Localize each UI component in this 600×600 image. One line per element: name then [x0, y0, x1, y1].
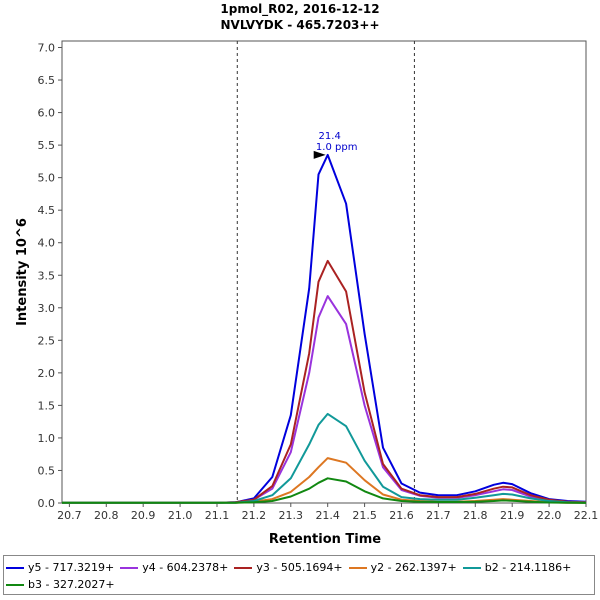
- y-tick-label: 1.0: [38, 432, 56, 445]
- chromatogram-chart: 1pmol_R02, 2016-12-12 NVLVYDK - 465.7203…: [15, 2, 598, 547]
- x-tick-label: 21.9: [500, 509, 525, 522]
- y-tick-label: 4.0: [38, 237, 56, 250]
- chart-title: 1pmol_R02, 2016-12-12: [220, 2, 379, 17]
- legend-item: y5 - 717.3219+: [6, 559, 114, 576]
- y-tick-label: 7.0: [38, 42, 56, 55]
- legend-swatch: [120, 566, 139, 569]
- x-tick-label: 21.8: [463, 509, 488, 522]
- legend-label: y5 - 717.3219+: [28, 561, 115, 574]
- peak-rt-label: 21.4: [319, 131, 341, 142]
- y-tick-label: 0.5: [38, 464, 56, 477]
- peak-ppm-label: 1.0 ppm: [316, 142, 358, 153]
- chart-subtitle: NVLVYDK - 465.7203++: [220, 18, 379, 32]
- y-tick-label: 3.5: [38, 269, 56, 282]
- legend-label: y4 - 604.2378+: [142, 561, 229, 574]
- legend-item: y3 - 505.1694+: [234, 559, 343, 576]
- integration-boundaries: [236, 41, 415, 503]
- series-line: [62, 295, 587, 504]
- series-lines: [62, 153, 587, 504]
- x-tick-label: 21.1: [205, 509, 230, 522]
- series-line: [62, 153, 587, 504]
- legend-label: b2 - 214.1186+: [484, 561, 572, 574]
- x-tick-label: 21.4: [315, 509, 340, 522]
- x-axis: 20.7 20.8 20.9 21.0 21.1 21.2 21.3 21.4 21.5 21.6…: [57, 503, 598, 522]
- x-tick-label: 21.7: [426, 509, 451, 522]
- legend-label: y2 - 262.1397+: [370, 561, 457, 574]
- x-tick-label: 22.1: [574, 509, 599, 522]
- series-line: [62, 412, 587, 504]
- y-tick-label: 5.0: [38, 172, 56, 185]
- x-tick-label: 20.9: [131, 509, 156, 522]
- y-tick-label: 1.5: [38, 399, 56, 412]
- legend-item: y2 - 262.1397+: [348, 559, 457, 576]
- x-tick-label: 21.5: [352, 509, 377, 522]
- x-axis-title: Retention Time: [269, 532, 381, 547]
- series-line: [62, 477, 587, 504]
- legend-swatch: [6, 583, 24, 586]
- y-tick-label: 4.5: [38, 204, 56, 217]
- legend-item: b2 - 214.1186+: [462, 559, 572, 576]
- y-tick-label: 2.0: [38, 367, 56, 380]
- peak-marker-arrow: [313, 150, 326, 159]
- y-tick-label: 2.5: [38, 334, 56, 347]
- y-tick-label: 6.5: [38, 74, 56, 87]
- x-tick-label: 21.0: [168, 509, 193, 522]
- legend-label: y3 - 505.1694+: [256, 561, 343, 574]
- plot-area: [61, 40, 587, 504]
- legend-swatch: [348, 566, 367, 569]
- y-axis-title: Intensity 10^6: [15, 218, 30, 326]
- series-line: [62, 259, 587, 504]
- legend-swatch: [6, 566, 24, 569]
- legend-item: y4 - 604.2378+: [120, 559, 228, 576]
- y-tick-label: 6.0: [38, 107, 56, 120]
- legend-item: b3 - 327.2027+: [6, 576, 115, 593]
- x-tick-label: 21.3: [279, 509, 304, 522]
- y-tick-label: 0.0: [38, 497, 56, 510]
- legend-swatch: [462, 566, 481, 569]
- y-axis: 0.0 0.5 1.0 1.5 2.0 2.5 3.0 3.5 4.0 4.5 5.0 5.5 6.0 6…: [38, 42, 62, 510]
- x-tick-label: 20.7: [57, 509, 82, 522]
- x-tick-label: 21.6: [389, 509, 414, 522]
- legend: y5 - 717.3219+ y4 - 604.2378+ y3 - 505.169…: [3, 555, 595, 595]
- peak-annotation: 21.4 1.0 ppm: [313, 131, 358, 159]
- x-tick-label: 22.0: [537, 509, 562, 522]
- legend-swatch: [234, 566, 253, 569]
- legend-label: b3 - 327.2027+: [28, 578, 115, 591]
- y-tick-label: 3.0: [38, 302, 56, 315]
- x-tick-label: 20.8: [94, 509, 119, 522]
- y-tick-label: 5.5: [38, 139, 56, 152]
- x-tick-label: 21.2: [242, 509, 267, 522]
